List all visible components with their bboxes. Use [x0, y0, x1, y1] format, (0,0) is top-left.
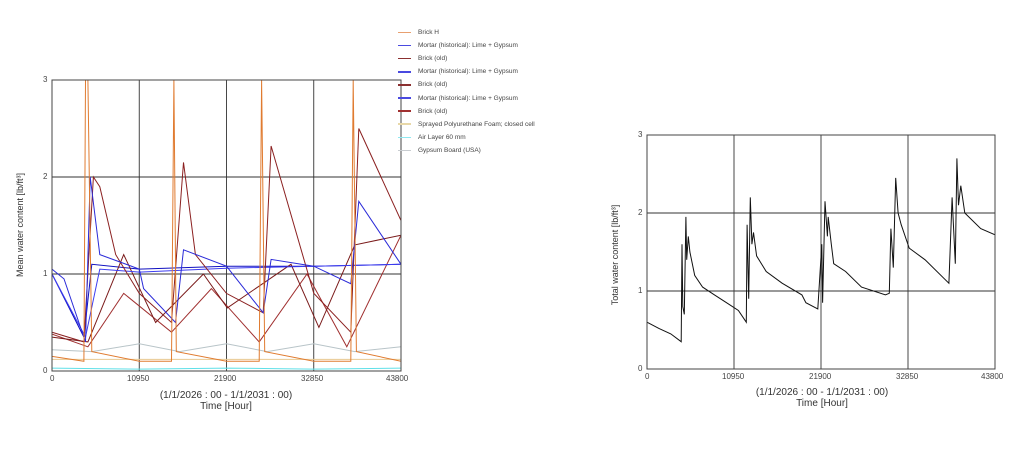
y-tick-3: 3	[43, 75, 48, 84]
x-tick-32850: 32850	[896, 372, 919, 381]
x-tick-10950: 10950	[722, 372, 745, 381]
legend-swatch-icon	[398, 31, 411, 34]
legend-label: Brick (old)	[418, 81, 448, 89]
series-line	[52, 367, 401, 370]
legend-item: Brick (old)	[398, 78, 535, 91]
y-tick-1: 1	[43, 269, 48, 278]
legend-item: Mortar (historical): Lime + Gypsum	[398, 39, 535, 52]
legend-label: Sprayed Polyurethane Foam; closed cell	[418, 120, 535, 128]
x-tick-43800: 43800	[981, 372, 1004, 381]
x-tick-0: 0	[50, 374, 55, 383]
x-tick-21900: 21900	[214, 374, 237, 383]
legend-swatch-icon	[398, 71, 411, 73]
legend-label: Brick H	[418, 29, 439, 37]
series-line	[647, 158, 995, 343]
legend-swatch-icon	[398, 97, 411, 99]
legend-swatch-icon	[398, 136, 411, 139]
legend-item: Brick (old)	[398, 52, 535, 65]
legend-label: Brick (old)	[418, 55, 448, 63]
legend-item: Brick (old)	[398, 105, 535, 118]
y-tick-2: 2	[43, 172, 48, 181]
legend-item: Mortar (historical): Lime + Gypsum	[398, 65, 535, 78]
series-line	[52, 128, 401, 343]
x-axis-label: Time [Hour]	[200, 401, 252, 412]
legend-item: Gypsum Board (USA)	[398, 144, 535, 157]
legend-swatch-icon	[398, 149, 411, 152]
legend-item: Sprayed Polyurethane Foam; closed cell	[398, 118, 535, 131]
series-line	[52, 80, 401, 362]
legend: Brick H Mortar (historical): Lime + Gypsu…	[398, 26, 535, 157]
legend-label: Brick (old)	[418, 107, 448, 115]
y-tick-0: 0	[638, 364, 643, 373]
legend-swatch-icon	[398, 57, 411, 60]
y-axis-label: Total water content [lb/ft³]	[610, 204, 620, 306]
x-tick-43800: 43800	[386, 374, 409, 383]
y-tick-1: 1	[638, 286, 643, 295]
x-tick-21900: 21900	[809, 372, 832, 381]
legend-label: Mortar (historical): Lime + Gypsum	[418, 68, 518, 76]
legend-swatch-icon	[398, 84, 411, 86]
x-tick-0: 0	[645, 372, 650, 381]
x-tick-32850: 32850	[301, 374, 324, 383]
legend-item: Air Layer 60 mm	[398, 131, 535, 144]
x-axis-subtitle: (1/1/2026 : 00 - 1/1/2031 : 00)	[159, 390, 293, 401]
legend-item: Mortar (historical): Lime + Gypsum	[398, 91, 535, 104]
legend-swatch-icon	[398, 123, 411, 125]
x-axis-subtitle: (1/1/2026 : 00 - 1/1/2031 : 00)	[755, 387, 889, 398]
x-axis-label: Time [Hour]	[796, 398, 848, 409]
series-line	[52, 343, 401, 353]
y-tick-2: 2	[638, 208, 643, 217]
y-tick-0: 0	[43, 366, 48, 375]
legend-label: Gypsum Board (USA)	[418, 146, 481, 154]
y-tick-3: 3	[638, 130, 643, 139]
mean-water-content-chart: 3 2 1 0 0 10950 21900 32850 43800 Mean w…	[15, 26, 535, 412]
legend-label: Mortar (historical): Lime + Gypsum	[418, 42, 518, 50]
legend-label: Air Layer 60 mm	[418, 133, 466, 141]
x-tick-10950: 10950	[127, 374, 150, 383]
legend-item: Brick H	[398, 26, 535, 39]
series-line	[52, 234, 401, 348]
legend-swatch-icon	[398, 110, 411, 112]
legend-label: Mortar (historical): Lime + Gypsum	[418, 94, 518, 102]
series-line	[52, 176, 401, 343]
legend-swatch-icon	[398, 44, 411, 47]
series-line	[52, 234, 401, 343]
left-plot-area	[51, 79, 402, 372]
